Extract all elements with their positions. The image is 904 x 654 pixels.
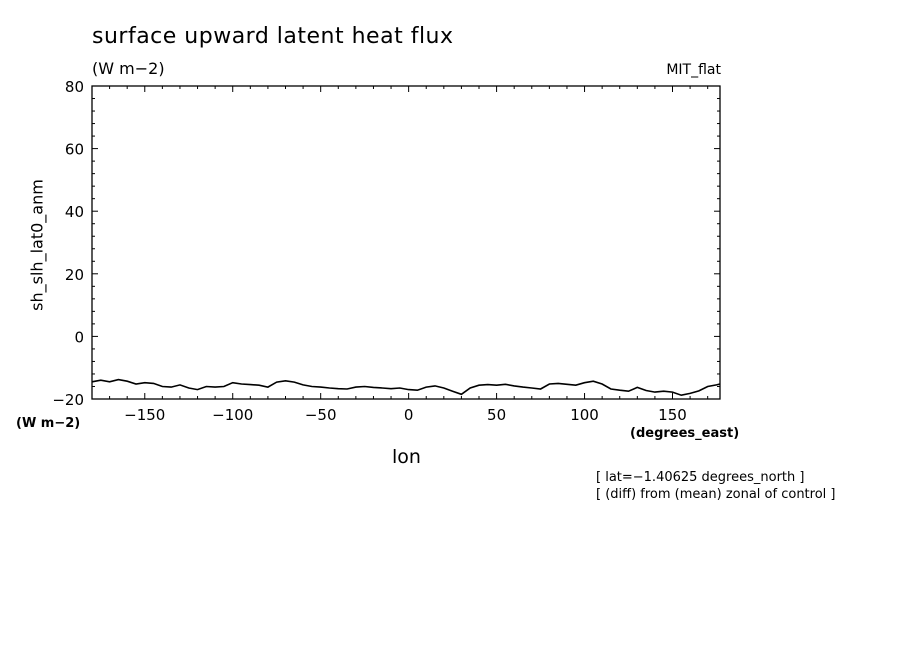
x-tick-label: −50 — [305, 406, 337, 424]
y-tick-label: 60 — [65, 141, 84, 159]
tick-labels: −150 −100 −50 0 50 100 150 −20 0 20 40 60 80 — [52, 78, 686, 424]
y-tick-label: 40 — [65, 203, 84, 221]
y-tick-label: 0 — [74, 328, 84, 346]
axis-ticks — [92, 86, 720, 399]
x-axis-units: (degrees_east) — [630, 426, 740, 441]
x-tick-label: 50 — [487, 406, 506, 424]
y-tick-label: 80 — [65, 78, 84, 96]
x-tick-label: 150 — [658, 406, 687, 424]
x-tick-label: −150 — [124, 406, 165, 424]
x-tick-label: 0 — [404, 406, 414, 424]
series-line — [91, 378, 721, 397]
y-axis-units: (W m−2) — [16, 416, 81, 431]
chart-subtitle-units: (W m−2) — [92, 59, 165, 78]
chart-title: surface upward latent heat flux — [92, 24, 454, 49]
x-tick-label: 100 — [570, 406, 599, 424]
annotation-diff: [ (diff) from (mean) zonal of control ] — [596, 487, 836, 502]
y-tick-label: 20 — [65, 266, 84, 284]
annotation-latitude: [ lat=−1.40625 degrees_north ] — [596, 470, 805, 485]
model-label: MIT_flat — [666, 62, 721, 78]
y-tick-label: −20 — [52, 391, 84, 409]
x-axis-label: lon — [392, 446, 421, 468]
x-tick-label: −100 — [212, 406, 253, 424]
plot-frame — [91, 85, 721, 400]
